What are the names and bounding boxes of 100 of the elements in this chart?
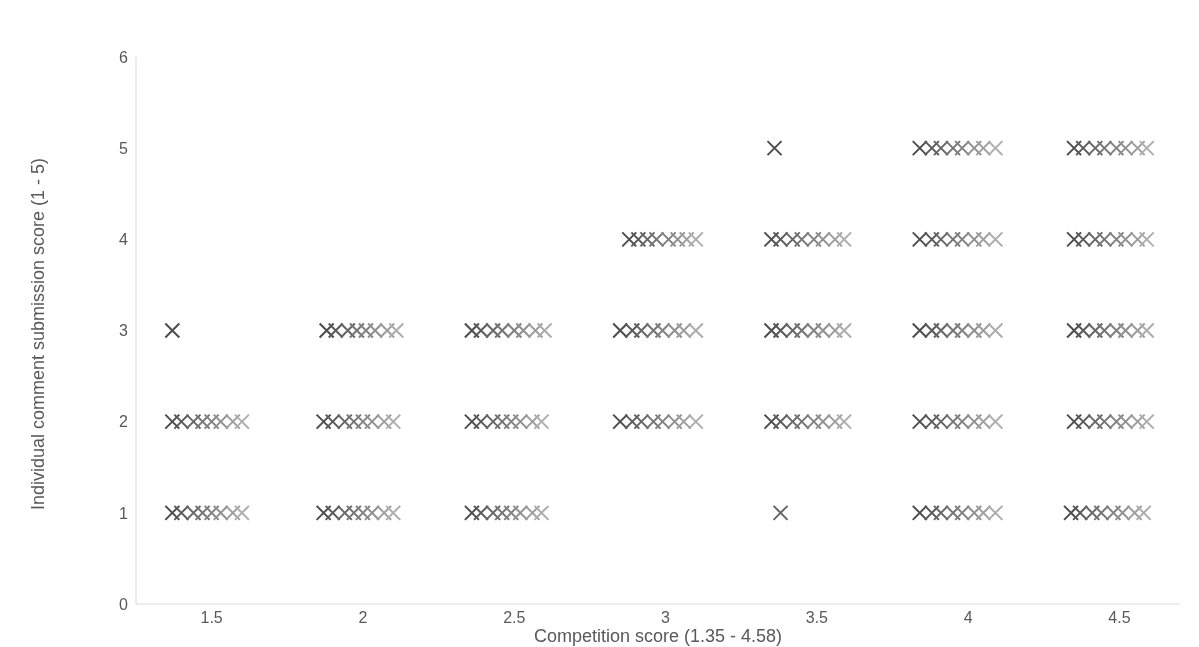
point (932, 322, 949, 339)
point (923, 140, 940, 157)
point (503, 413, 520, 430)
point (772, 322, 789, 339)
point (648, 231, 665, 248)
point (827, 322, 844, 339)
point (485, 413, 502, 430)
point (923, 504, 940, 521)
point (966, 322, 983, 339)
point (324, 504, 341, 521)
point (336, 504, 353, 521)
point (923, 231, 940, 248)
point (987, 140, 1004, 157)
point (1129, 413, 1146, 430)
point (173, 413, 190, 430)
point (533, 413, 550, 430)
point (388, 322, 405, 339)
point (524, 504, 541, 521)
point (975, 231, 992, 248)
point (932, 413, 949, 430)
point (1108, 322, 1125, 339)
point (506, 322, 523, 339)
point (185, 413, 202, 430)
point (1135, 504, 1152, 521)
point (203, 504, 220, 521)
point (763, 413, 780, 430)
point (911, 140, 928, 157)
point (345, 413, 362, 430)
point (472, 504, 489, 521)
point (1117, 231, 1134, 248)
point (339, 322, 356, 339)
point (954, 413, 971, 430)
point (1126, 504, 1143, 521)
point (1114, 504, 1131, 521)
point (1087, 322, 1104, 339)
point (675, 413, 692, 430)
point (814, 322, 831, 339)
point (805, 322, 822, 339)
point (233, 413, 250, 430)
x-tick-label: 4 (963, 609, 973, 627)
point (364, 413, 381, 430)
point (1117, 140, 1134, 157)
point (923, 322, 940, 339)
point (987, 413, 1004, 430)
point (666, 413, 683, 430)
x-tick-label: 2 (358, 609, 368, 627)
point (164, 413, 181, 430)
point (463, 322, 480, 339)
point (354, 504, 371, 521)
point (1075, 140, 1092, 157)
point (1117, 322, 1134, 339)
y-tick-label: 4 (119, 231, 129, 249)
point (932, 140, 949, 157)
point (1108, 140, 1125, 157)
point (624, 322, 641, 339)
point (784, 413, 801, 430)
point (966, 413, 983, 430)
point (1066, 322, 1083, 339)
point (212, 504, 229, 521)
point (621, 231, 638, 248)
point (1075, 413, 1092, 430)
x-tick-label: 3 (661, 609, 671, 627)
point (805, 413, 822, 430)
point (194, 413, 211, 430)
point (494, 322, 511, 339)
point (385, 504, 402, 521)
point (503, 504, 520, 521)
point (494, 504, 511, 521)
point (911, 231, 928, 248)
point (793, 322, 810, 339)
point (911, 413, 928, 430)
point (212, 413, 229, 430)
point (975, 413, 992, 430)
point (315, 413, 332, 430)
point (1108, 231, 1125, 248)
point (784, 231, 801, 248)
y-axis-title: Individual comment submission score (1 - 5) (27, 156, 49, 513)
point (630, 231, 647, 248)
x-tick-label: 2.5 (503, 609, 526, 627)
point (975, 322, 992, 339)
point (376, 413, 393, 430)
point (793, 231, 810, 248)
point (987, 231, 1004, 248)
point (669, 231, 686, 248)
point (945, 413, 962, 430)
x-tick-label: 4.5 (1108, 609, 1131, 627)
point (645, 322, 662, 339)
point (945, 322, 962, 339)
point (1087, 231, 1104, 248)
point (1084, 504, 1101, 521)
point (954, 504, 971, 521)
point (357, 322, 374, 339)
point (233, 504, 250, 521)
point (1096, 322, 1113, 339)
point (327, 322, 344, 339)
point (954, 322, 971, 339)
point (654, 322, 671, 339)
point (536, 322, 553, 339)
y-tick-label: 5 (119, 139, 129, 157)
point (687, 413, 704, 430)
